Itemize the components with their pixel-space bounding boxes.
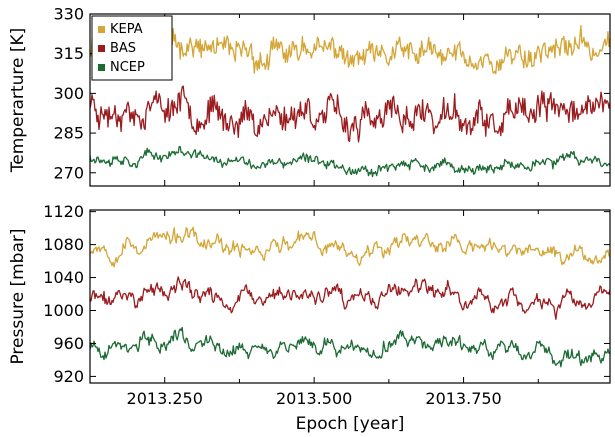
pressure-y-tick-label: 1080 xyxy=(43,235,84,254)
legend-swatch-ncep xyxy=(98,64,105,71)
pressure-series-kepa-line xyxy=(89,226,611,268)
pressure-y-tick-label: 1000 xyxy=(43,301,84,320)
temperature-y-axis-label: Temperarture [K] xyxy=(8,28,28,174)
pressure-series-ncep-line xyxy=(89,326,611,368)
temperature-y-tick-label: 300 xyxy=(53,84,84,103)
pressure-y-tick-label: 960 xyxy=(53,334,84,353)
temperature-y-tick-label: 330 xyxy=(53,5,84,24)
temperature-y-tick-label: 315 xyxy=(53,44,84,63)
legend-label-kepa: KEPA xyxy=(110,22,143,37)
legend: KEPA BAS NCEP xyxy=(91,15,173,81)
pressure-plot-frame xyxy=(89,209,611,384)
legend-swatch-kepa xyxy=(98,26,105,33)
pressure-x-tick-label: 2013.250 xyxy=(127,389,203,408)
temperature-series-bas-line xyxy=(89,85,611,143)
pressure-series-bas-line xyxy=(89,276,611,320)
pressure-y-tick-label: 920 xyxy=(53,367,84,386)
temperature-y-tick-label: 270 xyxy=(53,163,84,182)
temperature-y-tick-label: 285 xyxy=(53,124,84,143)
pressure-x-axis-label: Epoch [year] xyxy=(296,414,405,434)
pressure-panel: 920 960 1000 1040 1080 1120 2013.250 2013.500 20… xyxy=(8,202,611,434)
temperature-plot-frame xyxy=(89,13,611,187)
pressure-y-tick-label: 1120 xyxy=(43,202,84,221)
legend-label-bas: BAS xyxy=(110,41,136,56)
pressure-y-tick-label: 1040 xyxy=(43,268,84,287)
legend-label-ncep: NCEP xyxy=(110,60,145,75)
pressure-x-tick-label: 2013.750 xyxy=(425,389,501,408)
legend-swatch-bas xyxy=(98,45,105,52)
pressure-x-tick-label: 2013.500 xyxy=(276,389,352,408)
legend-box xyxy=(91,15,173,81)
temperature-panel: 270 285 300 315 330 Temperarture [K] KEPA BAS NC… xyxy=(8,5,611,187)
temperature-series-kepa-line xyxy=(89,25,611,75)
pressure-y-axis-label: Pressure [mbar] xyxy=(8,228,28,364)
temperature-series-ncep-line xyxy=(89,145,611,178)
